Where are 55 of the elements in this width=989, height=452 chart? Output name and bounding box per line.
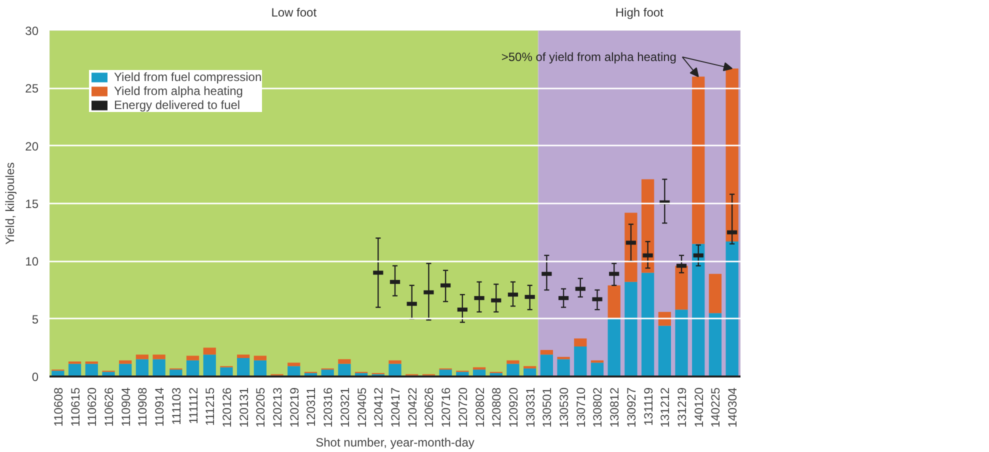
y-tick-label: 15 [25,197,39,211]
y-tick-label: 25 [25,82,39,96]
x-tick-label: 130710 [574,387,588,428]
x-tick-label: 140304 [726,387,740,428]
x-tick-label: 120920 [506,387,520,428]
x-tick-label: 130501 [540,387,554,428]
x-tick-label: 110615 [68,387,82,427]
x-tick-label: 120422 [405,387,420,428]
y-tick-label: 5 [32,312,39,326]
x-tick-label: 140225 [708,387,723,428]
x-tick-label: 120808 [490,387,504,428]
x-tick-label: 110904 [118,387,133,427]
y-axis-title: Yield, kilojoules [3,162,18,245]
x-tick-label: 120716 [439,387,454,428]
legend-label: Yield from alpha heating [114,84,243,98]
x-tick-label: 120802 [472,387,487,428]
x-tick-label: 130530 [557,387,572,428]
band-label: High foot [615,6,664,20]
x-tick-label: 120405 [354,387,369,428]
x-tick-label: 120720 [456,387,470,428]
x-tick-label: 131219 [675,387,690,428]
y-tick-label: 20 [25,139,39,154]
y-tick-label: 10 [25,254,39,269]
x-tick-label: 130802 [590,387,605,428]
x-tick-label: 131212 [658,387,672,428]
x-tick-label: 110620 [85,387,100,427]
x-tick-label: 111103 [169,387,184,425]
x-tick-label: 130812 [608,387,622,428]
y-tick-label: 30 [25,24,39,38]
x-tick-label: 111215 [203,387,218,426]
x-tick-label: 130331 [523,387,538,428]
x-tick-label: 120412 [372,387,386,428]
x-tick-label: 120417 [388,387,402,428]
x-tick-label: 110914 [152,387,167,427]
x-tick-label: 120213 [270,387,285,428]
x-tick-label: 120316 [321,387,336,428]
x-tick-label: 120219 [287,387,302,428]
x-tick-label: 120321 [338,387,352,428]
x-tick-label: 131119 [641,387,656,426]
legend-label: Yield from fuel compression [114,70,262,84]
x-tick-label: 120626 [422,387,436,428]
x-tick-label: 111112 [186,387,200,424]
x-tick-label: 110626 [102,387,116,427]
band-label: Low foot [271,6,318,20]
x-tick-label: 110908 [136,387,150,427]
x-tick-label: 120311 [304,387,318,427]
legend-label: Energy delivered to fuel [114,98,240,112]
x-tick-label: 110608 [51,387,66,427]
x-tick-label: 120126 [220,387,234,428]
x-axis-title: Shot number, year-month-day [316,436,474,450]
y-tick-label: 0 [32,370,39,384]
x-tick-label: 130927 [624,387,638,428]
x-tick-label: 120205 [254,387,268,428]
x-tick-label: 140120 [692,387,706,428]
x-tick-label: 120131 [236,387,251,428]
